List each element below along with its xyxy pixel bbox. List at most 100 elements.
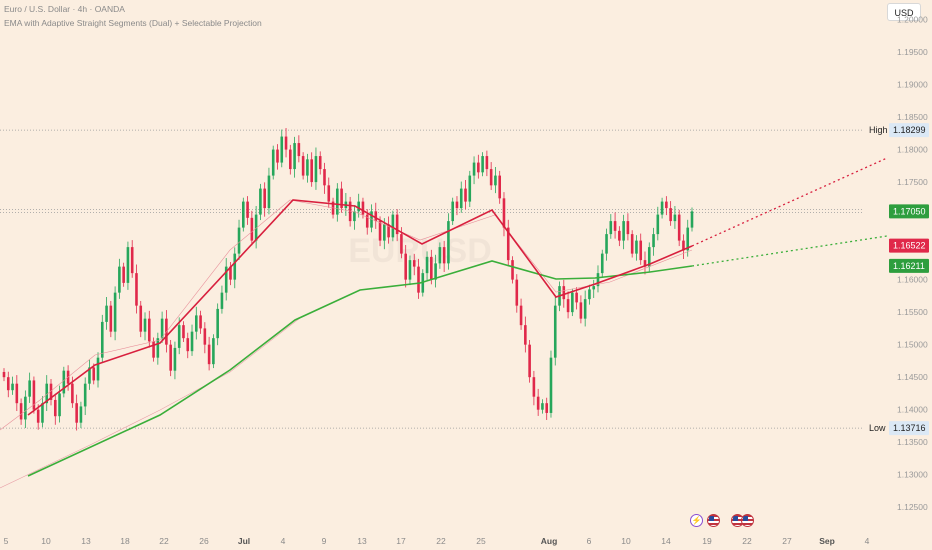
candle-body <box>370 211 373 228</box>
candle-body <box>374 211 378 222</box>
x-tick-label: 25 <box>476 536 486 546</box>
candle-body <box>588 289 591 300</box>
x-tick-label: 26 <box>199 536 209 546</box>
y-tick-label: 1.17500 <box>897 177 928 187</box>
candle-body <box>58 393 61 417</box>
candle-body <box>583 299 587 319</box>
candle-body <box>113 292 117 332</box>
y-tick-label: 1.19000 <box>897 80 928 90</box>
y-tick-label: 1.15500 <box>897 307 928 317</box>
y-tick-label: 1.19500 <box>897 47 928 57</box>
candle-body <box>130 247 134 274</box>
candle-body <box>395 214 399 235</box>
x-tick-label: 13 <box>357 536 367 546</box>
candle-body <box>216 308 219 339</box>
candle-body <box>242 201 245 228</box>
us-flag-event-icon[interactable] <box>707 514 720 527</box>
candle-body <box>541 403 544 410</box>
candle-body <box>284 136 288 150</box>
candle-body <box>596 273 600 287</box>
candle-body <box>438 247 442 264</box>
candle-body <box>105 305 108 322</box>
candle-body <box>549 357 553 413</box>
candle-body <box>301 156 305 176</box>
lightning-event-icon[interactable]: ⚡ <box>690 514 703 527</box>
currency-button[interactable]: USD <box>887 3 921 21</box>
candle-body <box>173 347 177 371</box>
price-tag-0: 1.17050 <box>893 206 926 216</box>
candle-body <box>536 396 540 410</box>
x-tick-label: 4 <box>281 536 286 546</box>
low-price-tag-label: Low <box>869 423 886 433</box>
candle-body <box>652 234 655 248</box>
candle-body <box>511 260 514 280</box>
candle-body <box>677 214 681 241</box>
candle-body <box>477 162 480 173</box>
candle-body <box>434 263 437 280</box>
fast-segments-line <box>27 199 693 416</box>
candle-body <box>88 367 91 384</box>
candle-body <box>455 201 459 209</box>
candle-body <box>11 383 14 391</box>
candle-body <box>250 217 254 241</box>
candle-body <box>75 403 78 423</box>
candle-body <box>353 211 356 222</box>
x-tick-label: 9 <box>322 536 327 546</box>
candle-body <box>297 143 301 157</box>
candle-body <box>485 156 489 170</box>
candle-body <box>233 253 237 280</box>
candle-body <box>271 149 275 176</box>
candle-body <box>100 321 104 358</box>
x-tick-label: Aug <box>541 536 558 546</box>
fast-projection-line <box>691 157 888 247</box>
candle-body <box>263 188 266 209</box>
candle-body <box>451 201 454 222</box>
candle-body <box>186 338 190 352</box>
candle-body <box>468 175 472 202</box>
candle-body <box>609 221 613 235</box>
candle-body <box>647 247 651 267</box>
candle-body <box>194 315 198 332</box>
y-tick-label: 1.14500 <box>897 372 928 382</box>
candle-body <box>314 156 318 183</box>
x-tick-label: 27 <box>782 536 792 546</box>
candle-body <box>660 201 664 215</box>
x-tick-label: 22 <box>159 536 169 546</box>
candle-body <box>618 230 621 241</box>
candle-body <box>391 214 395 238</box>
high-price-tag-label-bg <box>866 123 890 138</box>
candle-body <box>246 201 249 218</box>
candle-body <box>203 328 207 345</box>
candle-body <box>361 201 365 215</box>
candle-body <box>122 266 125 283</box>
candle-body <box>118 266 121 293</box>
slow-ema-line <box>0 317 301 489</box>
candle-body <box>665 201 668 209</box>
high-price-tag: 1.18299 <box>893 125 926 135</box>
x-tick-label: 5 <box>4 536 9 546</box>
x-tick-label: 4 <box>865 536 870 546</box>
candle-body <box>199 315 202 329</box>
fast-ema-line <box>0 199 693 431</box>
candle-body <box>160 318 164 339</box>
candle-body <box>327 185 331 202</box>
x-tick-label: Sep <box>819 536 835 546</box>
candle-body <box>494 175 497 186</box>
candle-body <box>340 188 343 209</box>
slow-projection-line <box>691 235 888 267</box>
x-tick-label: 19 <box>702 536 712 546</box>
x-tick-label: 6 <box>587 536 592 546</box>
candle-body <box>2 371 6 378</box>
slow-segments-line <box>27 260 693 477</box>
candle-body <box>506 227 510 261</box>
candle-body <box>498 175 502 199</box>
y-tick-label: 1.12500 <box>897 502 928 512</box>
candle-body <box>425 256 429 274</box>
us-flag-event-icon-3[interactable] <box>741 514 754 527</box>
candle-body <box>24 396 27 420</box>
candle-body <box>15 383 19 404</box>
candle-body <box>259 188 262 215</box>
candle-body <box>182 325 185 339</box>
flag-canton <box>709 516 714 521</box>
